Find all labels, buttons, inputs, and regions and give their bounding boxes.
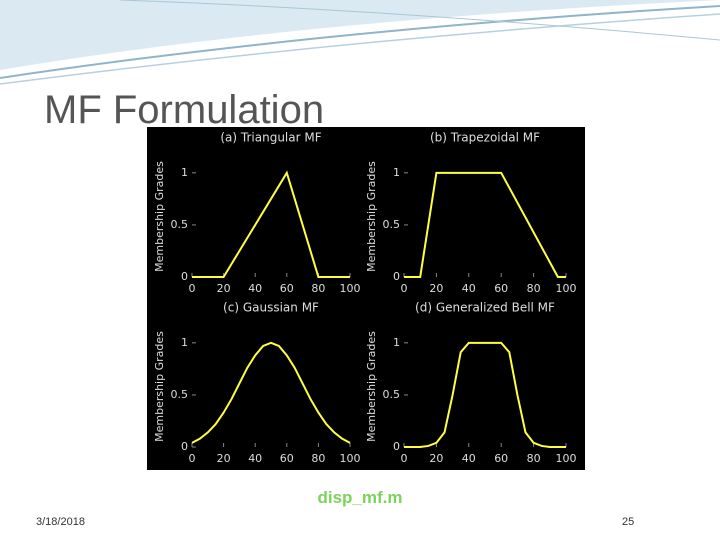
- x-tick-label: 20: [217, 282, 231, 295]
- x-tick-label: 80: [527, 452, 541, 465]
- x-tick-label: 80: [311, 282, 325, 295]
- page-number: 25: [622, 516, 635, 528]
- x-tick-label: 60: [280, 282, 294, 295]
- x-tick-label: 100: [556, 452, 577, 465]
- y-tick-label: 1: [393, 166, 400, 179]
- x-tick-label: 40: [248, 282, 262, 295]
- x-tick-label: 40: [462, 452, 476, 465]
- x-tick-label: 100: [340, 282, 361, 295]
- chart-title: (a) Triangular MF: [220, 131, 321, 145]
- y-tick-label: 0.5: [383, 388, 401, 401]
- header-decoration: [0, 0, 720, 85]
- x-tick-label: 80: [311, 452, 325, 465]
- x-tick-label: 60: [280, 452, 294, 465]
- y-tick-label: 1: [181, 166, 188, 179]
- y-tick-label: 0.5: [171, 218, 189, 231]
- x-tick-label: 20: [429, 452, 443, 465]
- x-tick-label: 80: [527, 282, 541, 295]
- mf-line: [404, 341, 566, 448]
- figure-background: [147, 127, 585, 470]
- caption: disp_mf.m: [317, 488, 403, 507]
- y-tick-label: 0: [181, 440, 188, 453]
- slide-title: MF Formulation: [44, 88, 325, 132]
- y-axis-label: Membership Grades: [365, 331, 378, 442]
- mf-line: [191, 341, 351, 444]
- y-tick-label: 1: [393, 336, 400, 349]
- x-tick-label: 60: [494, 282, 508, 295]
- x-tick-label: 0: [401, 282, 408, 295]
- x-tick-label: 0: [189, 282, 196, 295]
- mf-line: [404, 171, 566, 278]
- chart-title: (c) Gaussian MF: [223, 301, 319, 315]
- y-tick-label: 0.5: [383, 218, 401, 231]
- x-tick-label: 100: [556, 282, 577, 295]
- x-tick-label: 40: [462, 282, 476, 295]
- chart-title: (d) Generalized Bell MF: [415, 301, 555, 315]
- footer-date: 3/18/2018: [36, 516, 85, 528]
- x-tick-label: 100: [340, 452, 361, 465]
- y-axis-label: Membership Grades: [365, 161, 378, 272]
- chart-title: (b) Trapezoidal MF: [430, 131, 540, 145]
- y-tick-label: 0: [181, 270, 188, 283]
- x-tick-label: 20: [217, 452, 231, 465]
- x-tick-label: 60: [494, 452, 508, 465]
- x-tick-label: 40: [248, 452, 262, 465]
- y-axis-label: Membership Grades: [153, 331, 166, 442]
- y-tick-label: 0.5: [171, 388, 189, 401]
- x-tick-label: 0: [401, 452, 408, 465]
- x-tick-label: 0: [189, 452, 196, 465]
- y-tick-label: 0: [393, 270, 400, 283]
- x-tick-label: 20: [429, 282, 443, 295]
- y-tick-label: 0: [393, 440, 400, 453]
- mf-line: [192, 170, 350, 278]
- y-axis-label: Membership Grades: [153, 161, 166, 272]
- y-tick-label: 1: [181, 336, 188, 349]
